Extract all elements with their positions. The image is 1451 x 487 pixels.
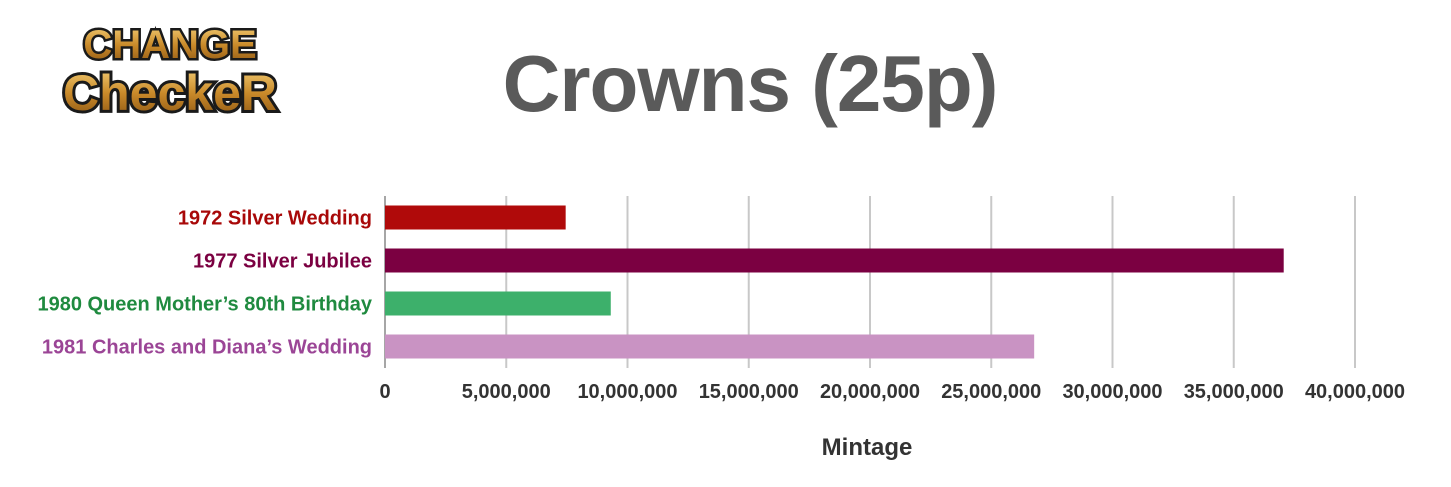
x-tick-label: 0 (379, 381, 390, 403)
x-tick-labels: 0 5,000,000 10,000,000 15,000,000 20,000,000… (379, 381, 1405, 403)
category-label: 1977 Silver Jubilee (193, 251, 372, 273)
x-tick-label: 5,000,000 (462, 381, 551, 403)
category-label: 1981 Charles and Diana’s Wedding (42, 337, 372, 359)
category-label: 1972 Silver Wedding (178, 208, 372, 230)
chart-title: Crowns (25p) (502, 39, 999, 128)
bars (385, 205, 1284, 359)
x-tick-label: 40,000,000 (1305, 381, 1405, 403)
change-checker-logo: CHANGE CheckeR (60, 21, 280, 123)
x-tick-label: 15,000,000 (699, 381, 799, 403)
logo-line-2: CheckeR (63, 65, 277, 121)
x-tick-label: 35,000,000 (1184, 381, 1284, 403)
logo-line-1: CHANGE (83, 23, 256, 67)
gridlines (384, 196, 1356, 368)
bar (385, 248, 1284, 273)
bar (385, 291, 611, 316)
category-label: 1980 Queen Mother’s 80th Birthday (37, 294, 372, 316)
bar (385, 205, 566, 230)
x-tick-label: 20,000,000 (820, 381, 920, 403)
bar (385, 334, 1035, 359)
x-tick-label: 30,000,000 (1062, 381, 1162, 403)
x-tick-label: 10,000,000 (577, 381, 677, 403)
x-tick-label: 25,000,000 (941, 381, 1041, 403)
category-labels: 1972 Silver Wedding 1977 Silver Jubilee 19… (37, 208, 372, 359)
x-axis-title: Mintage (822, 434, 913, 461)
